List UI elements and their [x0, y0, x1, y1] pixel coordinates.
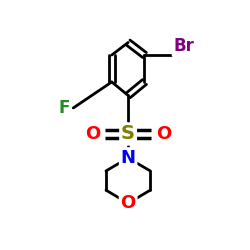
Text: S: S [121, 124, 135, 144]
Text: S: S [121, 124, 135, 144]
Text: O: O [156, 125, 171, 143]
Text: F: F [58, 99, 70, 117]
Text: O: O [120, 194, 136, 212]
Text: N: N [120, 149, 136, 167]
Text: N: N [120, 149, 136, 167]
Text: F: F [58, 99, 70, 117]
Text: O: O [85, 125, 100, 143]
Text: O: O [85, 125, 100, 143]
Text: Br: Br [173, 37, 194, 55]
Text: O: O [120, 194, 136, 212]
Text: O: O [156, 125, 171, 143]
Text: Br: Br [173, 37, 194, 55]
